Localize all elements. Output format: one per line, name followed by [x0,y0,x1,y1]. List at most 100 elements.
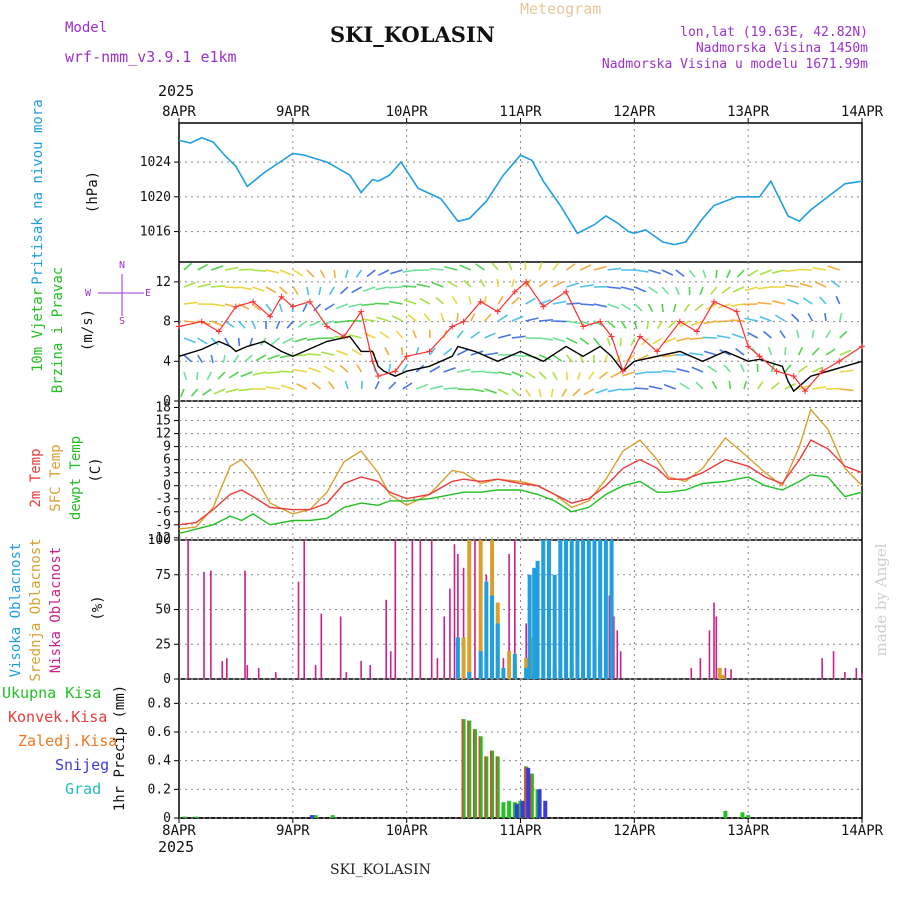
wind-arrow [799,282,813,288]
wind-arrow [333,269,336,279]
cloud_low-bar [619,651,622,679]
wind-gust-marker [597,318,604,325]
wind-arrow [197,337,208,345]
x-tick-label-top: 13APR [727,104,770,120]
wind-arrow [661,303,664,313]
cloud_low-bar [730,669,732,679]
precip-conv-bar [467,720,469,818]
wind-gust-marker [323,323,330,330]
x-tick-label-top: 12APR [613,104,656,120]
wind-arrow [566,302,581,305]
wind-arrow [511,278,515,288]
x-tick-label-bottom: 11APR [499,823,542,839]
year-top: 2025 [158,82,195,100]
wind-arrow [690,320,704,327]
wind-arrow [295,383,308,390]
y-tick-label: 1024 [140,155,171,170]
wind-arrow [606,337,611,347]
precip_total-bar [490,750,495,818]
wind-arrow [423,313,431,322]
cloud_low-bar [389,651,392,679]
wind-arrow [811,347,820,356]
cloud_low-bar [844,672,846,679]
wind-gust-marker [819,368,826,375]
precip-conv-bar [490,750,492,818]
wind-arrow [306,353,321,356]
wind-arrow [763,330,772,339]
cloud_low-bar [514,540,516,679]
wind-arrow [251,320,257,330]
wind-arrow [348,333,362,339]
cloud_mid-bar [507,651,512,679]
wind-arrow [647,286,658,294]
wind-arrow [579,354,585,364]
wind-arrow [470,388,485,393]
y-tick-label: 12 [155,427,171,442]
wind-arrow [479,278,486,288]
wind-arrow [183,354,193,363]
model-label: Model [65,20,108,36]
wind-arrow [470,350,484,356]
wind-arrow [579,264,592,271]
wind-gust-marker [392,368,399,375]
wind_speed-line [178,335,863,393]
wind-arrow [416,283,431,288]
wind-arrow [456,312,459,322]
wind-gust-marker [267,313,274,320]
wind-arrow [661,286,670,295]
cloud_mid-bar [529,637,534,679]
wind-arrow [265,303,273,312]
cloud_low-bar [314,665,317,679]
wind-arrow [292,286,299,295]
cloud_low-bar [430,540,433,679]
wind-arrow [538,354,551,361]
wind-arrow [483,295,487,305]
chart-title: SKI_KOLASIN [330,22,495,47]
cloud_low-bar [715,616,718,679]
cloud_low-bar [855,667,858,679]
wind-arrow [267,354,280,360]
wind-arrow [484,332,496,339]
wind-arrow [282,337,294,344]
wind-gust-marker [358,308,365,315]
wind-arrow [566,337,578,344]
wind-arrow [321,320,335,326]
wind-arrow [511,315,524,322]
wind-arrow [459,264,472,271]
precip_snow-bar [526,767,531,818]
wind-arrow [827,265,840,271]
wind-arrow [779,330,786,339]
precip_total-bar [484,756,489,818]
wind-arrow [603,354,609,364]
wind-arrow [634,303,643,312]
wind-arrow [361,318,376,322]
cloud_mid-bar [721,674,726,679]
wind-gust-marker [540,303,547,310]
wind-arrow [265,286,277,294]
cloud_low-bar [187,540,189,679]
cloud_high-bar [501,667,506,679]
wind-arrow [725,269,732,279]
wind-arrow [415,383,429,390]
wind-arrow [388,381,397,390]
wind-arrow [401,364,408,373]
wind-arrow [710,286,718,295]
wind-arrow [319,269,326,279]
wind-arrow [637,354,649,361]
precip-axis-title: 1hr Precip (mm) [112,685,128,811]
wind-arrow [183,320,198,324]
wind-arrow [634,286,647,293]
compass-n: N [119,260,125,271]
x-tick-label-top: 14APR [841,104,884,120]
precip_snow-bar [514,803,519,818]
y-tick-label: -6 [155,505,171,520]
wind-arrow [812,366,824,373]
wind-arrow [344,380,349,390]
wind-arrow [676,368,690,373]
wind-arrow [739,363,745,373]
cloud_high-bar [455,637,460,679]
wind-arrow [306,286,310,296]
wind-arrow [238,286,253,291]
wind-arrow [511,371,524,378]
wind-arrow [593,320,605,328]
